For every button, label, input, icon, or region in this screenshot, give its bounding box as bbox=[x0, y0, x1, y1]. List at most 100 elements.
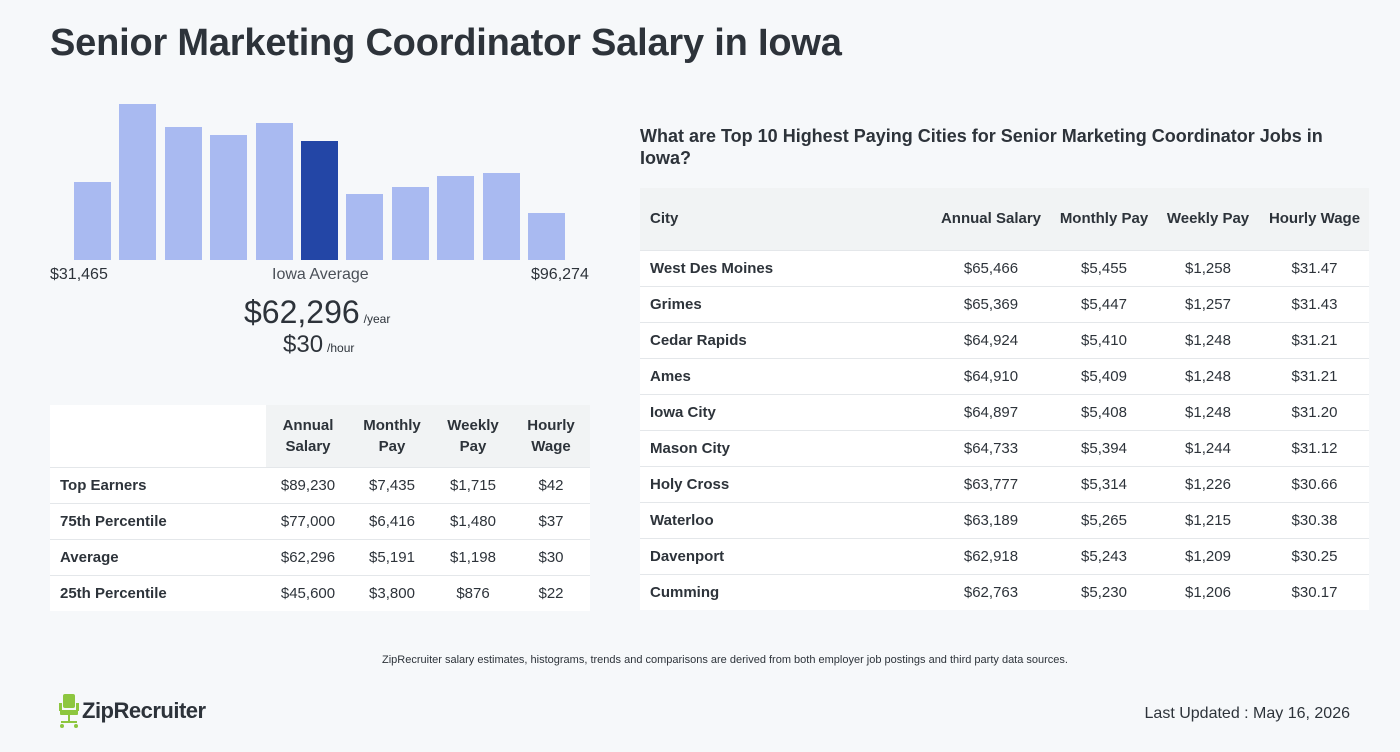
chair-icon bbox=[59, 694, 79, 728]
cities-heading: What are Top 10 Highest Paying Cities fo… bbox=[640, 126, 1323, 168]
cell-annual: $64,733 bbox=[930, 429, 1052, 466]
annual-salary-unit: /year bbox=[363, 312, 391, 326]
table-row: Cumming $62,763 $5,230 $1,206 $30.17 bbox=[640, 573, 1369, 610]
cell-weekly: $1,244 bbox=[1156, 429, 1260, 466]
histogram-bar bbox=[437, 175, 475, 260]
cell-weekly: $1,248 bbox=[1156, 357, 1260, 394]
cell-hourly: $31.43 bbox=[1260, 285, 1369, 322]
cell-annual: $64,924 bbox=[930, 321, 1052, 358]
cell-city: Waterloo bbox=[640, 501, 930, 538]
cell-hourly: $31.20 bbox=[1260, 393, 1369, 430]
cell-label: 25th Percentile bbox=[50, 574, 266, 611]
page-title: Senior Marketing Coordinator Salary in I… bbox=[50, 22, 842, 64]
cell-monthly: $5,447 bbox=[1052, 285, 1156, 322]
cell-weekly: $1,198 bbox=[434, 538, 512, 575]
cell-weekly: $1,206 bbox=[1156, 573, 1260, 610]
cell-monthly: $5,243 bbox=[1052, 537, 1156, 574]
histogram-bar bbox=[255, 122, 293, 260]
histogram-bar bbox=[482, 172, 520, 260]
cell-city: Mason City bbox=[640, 429, 930, 466]
cell-monthly: $5,409 bbox=[1052, 357, 1156, 394]
histogram-bar bbox=[74, 182, 111, 260]
cell-weekly: $1,226 bbox=[1156, 465, 1260, 502]
table-row: 25th Percentile $45,600 $3,800 $876 $22 bbox=[50, 574, 590, 611]
cell-annual: $65,466 bbox=[930, 249, 1052, 286]
percentile-table: Annual Salary Monthly Pay Weekly Pay Hou… bbox=[50, 405, 590, 611]
cell-city: Grimes bbox=[640, 285, 930, 322]
histogram-bar bbox=[119, 104, 157, 260]
cell-weekly: $1,248 bbox=[1156, 321, 1260, 358]
cell-hourly: $30 bbox=[512, 538, 590, 575]
cell-monthly: $5,191 bbox=[350, 538, 434, 575]
header-annual-salary: Annual Salary bbox=[266, 405, 350, 467]
cell-weekly: $1,258 bbox=[1156, 249, 1260, 286]
cell-monthly: $5,314 bbox=[1052, 465, 1156, 502]
cell-hourly: $42 bbox=[512, 466, 590, 503]
cell-annual: $65,369 bbox=[930, 285, 1052, 322]
ziprecruiter-logo[interactable]: ZipRecruiter bbox=[58, 694, 206, 728]
table-row: Mason City $64,733 $5,394 $1,244 $31.12 bbox=[640, 429, 1369, 466]
cell-label: Average bbox=[50, 538, 266, 575]
header-hourly-wage: Hourly Wage bbox=[1260, 188, 1369, 250]
header-monthly-pay: Monthly Pay bbox=[350, 405, 434, 467]
cell-hourly: $31.12 bbox=[1260, 429, 1369, 466]
cell-city: Holy Cross bbox=[640, 465, 930, 502]
table-row: Cedar Rapids $64,924 $5,410 $1,248 $31.21 bbox=[640, 321, 1369, 358]
range-min-label: $31,465 bbox=[50, 266, 108, 283]
header-weekly-pay: Weekly Pay bbox=[434, 405, 512, 467]
cell-hourly: $31.21 bbox=[1260, 357, 1369, 394]
cities-table: City Annual Salary Monthly Pay Weekly Pa… bbox=[640, 188, 1369, 610]
table-row: Davenport $62,918 $5,243 $1,209 $30.25 bbox=[640, 537, 1369, 574]
header-annual-salary: Annual Salary bbox=[930, 188, 1052, 250]
table-row: Top Earners $89,230 $7,435 $1,715 $42 bbox=[50, 466, 590, 503]
logo-text: ZipRecruiter bbox=[82, 698, 206, 723]
cell-monthly: $5,410 bbox=[1052, 321, 1156, 358]
cell-annual: $62,763 bbox=[930, 573, 1052, 610]
histogram-bar bbox=[164, 127, 202, 260]
cell-monthly: $5,230 bbox=[1052, 573, 1156, 610]
cell-city: Cedar Rapids bbox=[640, 321, 930, 358]
cell-annual: $63,189 bbox=[930, 501, 1052, 538]
hourly-wage: $30/hour bbox=[283, 331, 354, 359]
cell-hourly: $30.25 bbox=[1260, 537, 1369, 574]
cell-weekly: $1,480 bbox=[434, 502, 512, 539]
histogram-bar bbox=[210, 135, 248, 260]
cell-weekly: $876 bbox=[434, 574, 512, 611]
cell-hourly: $37 bbox=[512, 502, 590, 539]
hourly-wage-value: $30 bbox=[283, 331, 324, 358]
cell-annual: $64,910 bbox=[930, 357, 1052, 394]
cell-weekly: $1,257 bbox=[1156, 285, 1260, 322]
histogram-bar bbox=[528, 213, 565, 260]
annual-salary: $62,296/year bbox=[244, 294, 390, 331]
cell-city: Cumming bbox=[640, 573, 930, 610]
cell-city: Ames bbox=[640, 357, 930, 394]
cell-city: Davenport bbox=[640, 537, 930, 574]
cell-annual: $77,000 bbox=[266, 502, 350, 539]
cell-annual: $89,230 bbox=[266, 466, 350, 503]
cell-hourly: $31.47 bbox=[1260, 249, 1369, 286]
cell-monthly: $3,800 bbox=[350, 574, 434, 611]
cell-monthly: $6,416 bbox=[350, 502, 434, 539]
histogram-bar bbox=[346, 194, 384, 260]
cell-monthly: $5,455 bbox=[1052, 249, 1156, 286]
cell-monthly: $5,265 bbox=[1052, 501, 1156, 538]
cell-hourly: $31.21 bbox=[1260, 321, 1369, 358]
histogram-bar bbox=[301, 141, 338, 260]
salary-histogram bbox=[74, 104, 568, 260]
table-row: Holy Cross $63,777 $5,314 $1,226 $30.66 bbox=[640, 465, 1369, 502]
hourly-wage-unit: /hour bbox=[327, 341, 355, 355]
cell-hourly: $30.17 bbox=[1260, 573, 1369, 610]
table-row: West Des Moines $65,466 $5,455 $1,258 $31.47 bbox=[640, 249, 1369, 286]
last-updated: Last Updated : May 16, 2026 bbox=[1144, 705, 1350, 722]
table-row: Ames $64,910 $5,409 $1,248 $31.21 bbox=[640, 357, 1369, 394]
cell-annual: $62,296 bbox=[266, 538, 350, 575]
average-label: Iowa Average bbox=[272, 266, 369, 283]
cell-weekly: $1,715 bbox=[434, 466, 512, 503]
table-row: Waterloo $63,189 $5,265 $1,215 $30.38 bbox=[640, 501, 1369, 538]
cell-monthly: $5,394 bbox=[1052, 429, 1156, 466]
annual-salary-value: $62,296 bbox=[244, 294, 360, 330]
table-row: Grimes $65,369 $5,447 $1,257 $31.43 bbox=[640, 285, 1369, 322]
cell-label: Top Earners bbox=[50, 466, 266, 503]
table-row: Average $62,296 $5,191 $1,198 $30 bbox=[50, 538, 590, 575]
histogram-bar bbox=[391, 186, 429, 260]
